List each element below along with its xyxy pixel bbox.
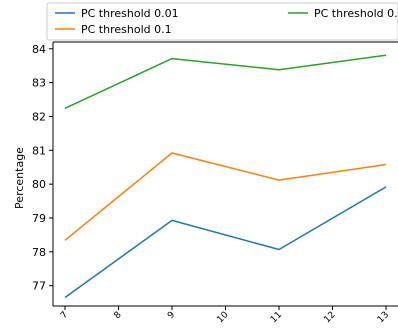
series-line [64, 152, 387, 241]
axes [52, 41, 398, 307]
y-tick-label: 80 [32, 178, 46, 191]
x-tick-label: 10 [215, 310, 230, 325]
series-line [64, 186, 387, 299]
x-tick-label: 9 [166, 310, 177, 321]
legend-label: PC threshold 0.01 [81, 7, 179, 20]
legend: PC threshold 0.01 PC threshold 0.1 PC thre… [46, 2, 398, 41]
y-tick-label: 84 [32, 43, 46, 56]
y-tick-label: 77 [32, 280, 46, 293]
legend-box [46, 2, 398, 41]
x-tick-label: 13 [376, 310, 391, 325]
y-tick-label: 79 [32, 212, 46, 225]
x-tick-label: 11 [269, 310, 284, 325]
y-tick-label: 82 [32, 110, 46, 123]
x-ticks: 7 8 9 10 11 12 13 [59, 306, 391, 325]
x-tick-label: 12 [322, 310, 337, 325]
x-tick-label: 7 [59, 310, 70, 321]
legend-label: PC threshold 0.1 [81, 23, 172, 36]
y-ticks: 77 78 79 80 81 82 83 84 [32, 43, 53, 293]
series-line [64, 54, 387, 109]
y-axis-label: Percentage [13, 147, 26, 209]
x-tick-label: 8 [112, 310, 123, 321]
series-group [64, 54, 387, 299]
y-tick-label: 83 [32, 77, 46, 90]
y-tick-label: 81 [32, 144, 46, 157]
legend-label: PC threshold 0.3 [314, 7, 398, 20]
y-tick-label: 78 [32, 246, 46, 259]
